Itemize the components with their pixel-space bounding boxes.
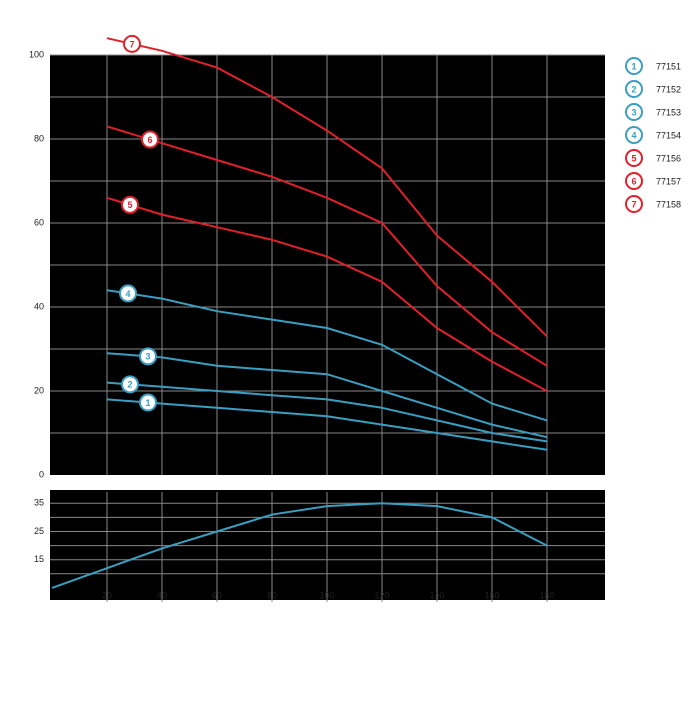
curve	[106, 398, 548, 451]
x-tick-label: 100	[319, 590, 334, 600]
legend-badge	[625, 149, 643, 167]
y-tick-label: 35	[34, 498, 44, 508]
y-tick-label: 25	[34, 526, 44, 536]
legend-badge	[625, 126, 643, 144]
curve-badge	[141, 130, 159, 149]
legend-label: 77152	[656, 84, 681, 94]
curve-badge	[123, 34, 141, 53]
curve	[51, 502, 548, 589]
curve-badge	[119, 284, 137, 303]
legend-number: 7	[631, 199, 636, 209]
x-tick-label: 160	[484, 590, 499, 600]
legend-label: 77158	[656, 199, 681, 209]
legend-number: 5	[631, 153, 636, 163]
x-tick-label: 80	[267, 590, 277, 600]
y-tick-label: 20	[34, 385, 44, 395]
curve	[106, 37, 548, 338]
legend-badge	[625, 172, 643, 190]
y-tick-label: 100	[29, 49, 44, 59]
curve-number: 5	[127, 200, 132, 210]
legend-label: 77153	[656, 107, 681, 117]
x-tick-label: 120	[374, 590, 389, 600]
curve-badge	[121, 375, 139, 394]
legend-number: 1	[631, 61, 636, 71]
curve-number: 4	[125, 289, 130, 299]
legend-label: 77151	[656, 61, 681, 71]
curve-number: 7	[129, 39, 134, 49]
curve-number: 2	[127, 380, 132, 390]
curve-number: 1	[145, 398, 150, 408]
curve-badge	[139, 393, 157, 412]
legend-number: 2	[631, 84, 636, 94]
x-tick-label: 180	[539, 590, 554, 600]
legend-label: 77157	[656, 176, 681, 186]
curve	[106, 289, 548, 422]
legend-badge	[625, 103, 643, 121]
legend-badge	[625, 195, 643, 213]
y-tick-label: 0	[39, 469, 44, 479]
legend-badge	[625, 80, 643, 98]
y-tick-label: 15	[34, 554, 44, 564]
y-tick-label: 80	[34, 133, 44, 143]
curve-badge	[139, 347, 157, 366]
legend-label: 77156	[656, 153, 681, 163]
x-tick-label: 40	[157, 590, 167, 600]
curve	[106, 196, 548, 392]
legend-number: 6	[631, 176, 636, 186]
curve-badge	[121, 195, 139, 214]
curve	[106, 125, 548, 367]
y-tick-label: 40	[34, 301, 44, 311]
curve-number: 6	[147, 135, 152, 145]
curve-number: 3	[145, 352, 150, 362]
legend-number: 4	[631, 130, 636, 140]
legend-number: 3	[631, 107, 636, 117]
y-tick-label: 60	[34, 217, 44, 227]
legend-label: 77154	[656, 130, 681, 140]
x-tick-label: 20	[102, 590, 112, 600]
curve	[106, 352, 548, 439]
x-tick-label: 60	[212, 590, 222, 600]
curve	[106, 381, 548, 443]
legend-badge	[625, 57, 643, 75]
x-tick-label: 140	[429, 590, 444, 600]
